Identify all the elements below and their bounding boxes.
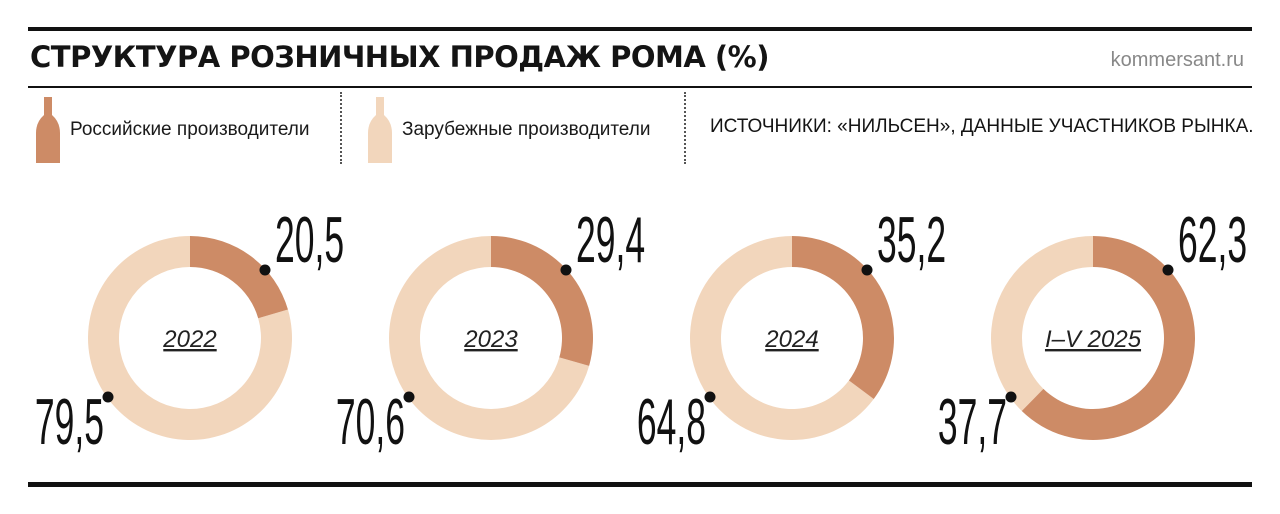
bottom-rule	[28, 482, 1252, 487]
donut-slice-russian	[190, 236, 288, 319]
donut-slice-foreign	[689, 236, 874, 441]
data-label-foreign: 70,6	[336, 387, 405, 459]
legend-russian-label: Российские производители	[70, 119, 310, 140]
data-label-russian: 62,3	[1178, 205, 1247, 277]
donut-slice-foreign	[389, 236, 590, 440]
leader-dot	[704, 391, 716, 403]
leader-dot	[1005, 391, 1017, 403]
site-name: kommersant.ru	[1110, 49, 1244, 71]
data-label-russian: 35,2	[877, 205, 946, 277]
legend-foreign: Зарубежные производители	[368, 97, 650, 163]
donut-slice-russian	[1021, 236, 1195, 440]
donut-year-label: 2024	[764, 326, 818, 353]
leader-dot	[102, 391, 114, 403]
leader-dot	[259, 264, 271, 276]
leader-dot	[403, 391, 415, 403]
donut-year-label: I–V 2025	[1045, 326, 1142, 353]
legend-russian: Российские производители	[36, 97, 310, 163]
legend-divider	[684, 92, 686, 164]
bottle-light-icon	[368, 97, 392, 163]
data-label-russian: 20,5	[275, 205, 344, 277]
donut-slice-russian	[491, 236, 594, 366]
donut-year-label: 2022	[162, 326, 216, 353]
source-note: ИСТОЧНИКИ: «НИЛЬСЕН», ДАННЫЕ УЧАСТНИКОВ …	[710, 116, 1254, 137]
leader-dot	[861, 264, 873, 276]
donut-year-label: 2023	[463, 326, 518, 353]
donut-slice-russian	[792, 236, 894, 399]
donut-slice-foreign	[87, 236, 292, 440]
page-title: СТРУКТУРА РОЗНИЧНЫХ ПРОДАЖ РОМА (%)	[30, 40, 770, 74]
data-label-foreign: 64,8	[637, 387, 706, 459]
header-rule	[28, 86, 1252, 88]
donut-slice-foreign	[990, 236, 1093, 412]
data-label-foreign: 37,7	[938, 387, 1007, 459]
bottle-dark-icon	[36, 97, 60, 163]
legend-foreign-label: Зарубежные производители	[402, 119, 651, 140]
top-rule	[28, 27, 1252, 31]
leader-dot	[1162, 264, 1174, 276]
data-label-russian: 29,4	[576, 205, 645, 277]
data-label-foreign: 79,5	[35, 387, 104, 459]
legend-divider	[340, 92, 342, 164]
leader-dot	[560, 264, 572, 276]
